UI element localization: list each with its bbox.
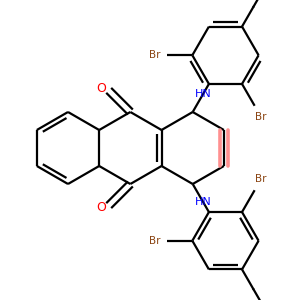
Text: HN: HN — [195, 196, 212, 207]
Text: O: O — [96, 201, 106, 214]
Text: O: O — [96, 82, 106, 95]
Text: Br: Br — [255, 112, 267, 122]
Text: Br: Br — [255, 174, 267, 184]
Text: HN: HN — [195, 89, 212, 99]
Text: Br: Br — [149, 236, 160, 246]
Text: Br: Br — [149, 50, 160, 60]
